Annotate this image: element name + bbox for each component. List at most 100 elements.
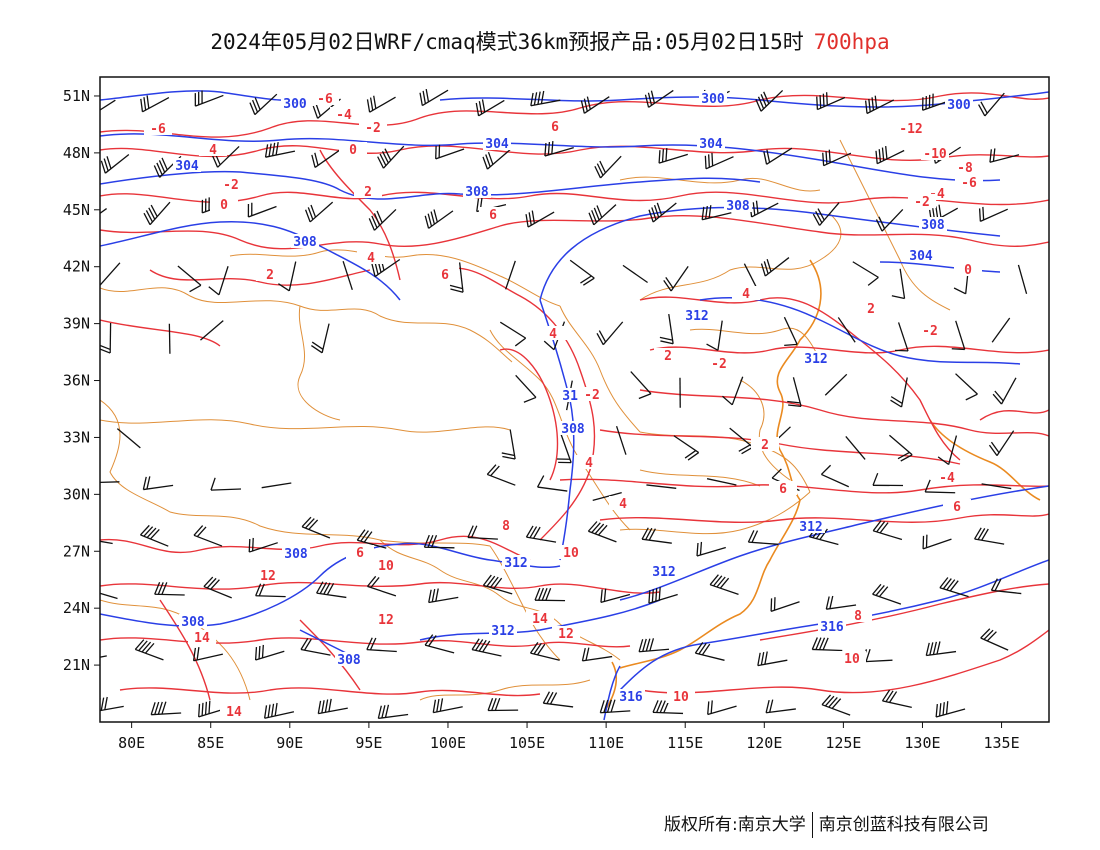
wind-barb <box>881 689 912 708</box>
contour-label: 308 <box>465 185 489 200</box>
wind-barb <box>377 704 409 720</box>
wind-barb <box>569 259 595 286</box>
contour-label: 308 <box>726 199 750 214</box>
contour-label-background <box>291 234 319 248</box>
wind-barb <box>366 95 396 113</box>
wind-barb <box>301 516 331 539</box>
wind-barb <box>696 541 726 557</box>
contour-label-background <box>552 626 580 640</box>
wind-barb <box>891 268 906 300</box>
wind-barb <box>424 634 455 654</box>
wind-barb <box>100 655 107 658</box>
wind-barb <box>482 149 511 170</box>
contour-label: -4 <box>336 108 352 123</box>
contour-label: 316 <box>820 620 844 635</box>
contour-label: -2 <box>584 388 600 403</box>
wind-barb <box>861 648 893 663</box>
wind-barb <box>264 702 295 719</box>
wind-barb <box>499 321 527 347</box>
wind-barb <box>770 597 800 612</box>
y-tick-label: 21N <box>63 656 90 674</box>
wind-barb <box>536 475 568 492</box>
wind-barb <box>872 583 902 605</box>
wind-barb <box>529 642 560 661</box>
wind-barb <box>193 525 223 547</box>
wind-barb <box>134 639 164 661</box>
contour-label-background <box>699 91 727 105</box>
contour-label-background <box>281 96 309 110</box>
contour-label: 312 <box>804 352 827 367</box>
contour-label-background <box>919 217 947 231</box>
contour-label: 4 <box>742 287 750 302</box>
wind-barb <box>951 320 966 351</box>
title-main: 2024年05月02日WRF/cmaq模式36km预报产品:05月02日15时 <box>210 30 804 54</box>
contour-label: 304 <box>485 137 509 152</box>
contour-label: 6 <box>551 120 559 135</box>
wind-barb <box>760 257 790 277</box>
contour-label-background <box>667 689 695 703</box>
wind-barb <box>208 266 229 296</box>
contour-label-background <box>907 248 935 262</box>
wind-barb <box>644 89 674 108</box>
contour-label: 2 <box>867 302 875 317</box>
contour-label-background <box>335 652 363 666</box>
contour-label: 304 <box>699 137 723 152</box>
contour-label: 300 <box>947 98 971 113</box>
wind-barb <box>432 698 463 714</box>
contour-label-background <box>818 619 846 633</box>
contour-label-background <box>943 499 971 513</box>
wind-barb <box>673 435 700 461</box>
wind-barb <box>449 262 464 293</box>
wind-barb <box>989 148 1020 163</box>
wind-barb <box>825 595 857 610</box>
wind-barb <box>935 701 966 718</box>
wind-barb <box>709 574 739 596</box>
wind-barb <box>922 534 952 550</box>
wind-barb <box>992 377 1017 405</box>
contour-label: 4 <box>585 456 593 471</box>
wind-barb <box>924 479 956 494</box>
wind-barb <box>980 628 1009 651</box>
wind-barb <box>706 320 723 351</box>
contour-label: -12 <box>899 122 922 137</box>
contour-label: 4 <box>549 327 557 342</box>
wind-barb <box>783 316 798 346</box>
contour-label-background <box>697 136 725 150</box>
wind-barb <box>534 587 566 602</box>
contour-label: 312 <box>799 520 822 535</box>
contour-label-background <box>617 689 645 703</box>
contour-label-background <box>838 651 866 665</box>
x-tick-label: 135E <box>983 734 1019 752</box>
contour-label-background <box>908 194 936 208</box>
wind-barb <box>300 638 331 656</box>
contour-label: 10 <box>378 559 394 574</box>
wind-barb <box>356 529 387 549</box>
contour-label-background <box>346 545 374 559</box>
wind-barb <box>845 436 866 460</box>
contour-label-background <box>578 387 606 401</box>
company-name: 南京创蓝科技有限公司 <box>818 815 989 835</box>
contour-label-background <box>489 623 517 637</box>
wind-barb <box>821 694 851 716</box>
wind-barb <box>694 642 725 661</box>
wind-barb <box>203 576 232 599</box>
contour-label: 2 <box>266 268 274 283</box>
contour-label: 300 <box>283 97 307 112</box>
wind-barb <box>580 96 610 114</box>
x-tick-label: 80E <box>118 734 145 752</box>
wind-barb <box>435 144 465 160</box>
copyright-text: 版权所有:南京大学 <box>664 815 806 835</box>
x-tick-label: 115E <box>667 734 703 752</box>
wind-barb <box>872 520 903 541</box>
wind-barb <box>505 260 516 290</box>
wind-barb <box>311 323 330 354</box>
wind-barb <box>200 320 224 341</box>
y-tick-label: 48N <box>63 144 90 162</box>
contour-label: 0 <box>220 198 228 213</box>
wind-barb <box>990 578 1022 595</box>
wind-barb <box>143 201 171 226</box>
wind-barb <box>471 638 502 657</box>
wind-barb <box>615 426 627 455</box>
wind-barb <box>722 376 744 406</box>
wind-barb <box>501 429 516 460</box>
